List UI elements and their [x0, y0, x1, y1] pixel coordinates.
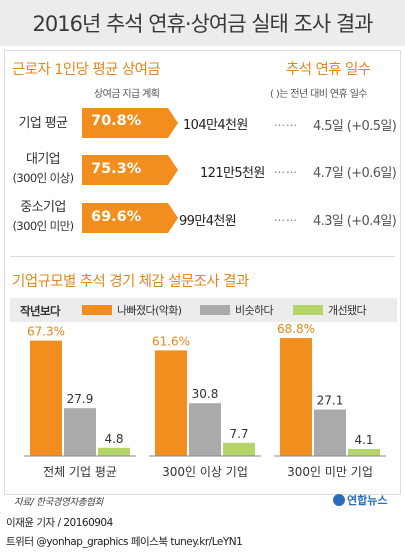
legend-swatch-similar	[200, 305, 230, 315]
percent-average: 70.8%	[91, 113, 142, 129]
bonus-average: 104만4천원	[183, 118, 248, 133]
bonus-plan-subheading: 상여금 지급 계획	[94, 89, 160, 100]
row-label-line2: (300인 이상)	[12, 171, 75, 185]
legend-swatch-better	[293, 305, 323, 315]
credit-line: 이재윤 기자 / 20160904	[6, 517, 113, 529]
survey-heading: 기업규모별 추석 경기 체감 설문조사 결과	[12, 274, 249, 290]
category-label: 300인 이상 기업	[162, 465, 248, 479]
bonus-small: 99만4천원	[179, 214, 237, 229]
bar-value-label: 67.3%	[27, 325, 65, 339]
row-label-large: 대기업 (300인 이상)	[8, 150, 78, 188]
row-label-average: 기업 평균	[8, 114, 78, 133]
row-label-line1: 기업 평균	[18, 116, 69, 131]
bar-value-label: 7.7	[229, 427, 248, 441]
source-note: 자료/ 한국경영자총협회	[14, 497, 103, 508]
yonhap-logo-text: 연합뉴스	[347, 494, 388, 507]
bar-2-1	[64, 408, 96, 456]
dots-average: ……	[274, 116, 298, 129]
bar-value-label: 61.6%	[152, 334, 190, 348]
holiday-note: ( )는 전년 대비 연휴 일수	[270, 89, 368, 100]
days-average: 4.5일 (+0.5일)	[313, 119, 397, 134]
percent-large: 75.3%	[91, 161, 142, 177]
percent-small: 69.6%	[91, 209, 142, 225]
legend-title: 작년보다	[20, 304, 61, 318]
bar-3-2	[223, 442, 255, 456]
title-bar: 2016년 추석 연휴·상여금 실태 조사 결과	[0, 0, 405, 46]
bonus-arrow-average	[82, 108, 182, 138]
category-label: 300인 미만 기업	[287, 465, 373, 479]
legend-swatch-worse	[82, 305, 112, 315]
legend-label-worse: 나빠졌다(악화)	[117, 304, 182, 317]
row-label-line1: 대기업	[25, 152, 61, 167]
bar-1-2	[155, 350, 187, 456]
bar-value-label: 68.8%	[277, 322, 315, 336]
bar-1-1	[30, 340, 62, 456]
bar-3-1	[98, 447, 130, 456]
holiday-heading: 추석 연휴 일수	[286, 62, 371, 78]
social-line: 트위터 @yonhap_graphics 페이스북 tuney.kr/LeYN1	[6, 536, 243, 548]
bar-value-label: 4.8	[104, 432, 123, 446]
row-label-line2: (300인 미만)	[12, 219, 75, 233]
bar-value-label: 27.9	[67, 392, 94, 406]
legend-label-better: 개선됐다	[328, 304, 367, 317]
arrow-shape	[82, 203, 178, 233]
bar-value-label: 4.1	[354, 433, 373, 447]
bonus-large: 121만5천원	[200, 166, 265, 181]
yonhap-logo-icon	[333, 494, 345, 506]
category-label: 전체 기업 평균	[43, 465, 117, 479]
page-title: 2016년 추석 연휴·상여금 실태 조사 결과	[32, 12, 374, 36]
bar-value-label: 30.8	[192, 387, 219, 401]
bar-2-2	[189, 403, 221, 456]
legend-label-similar: 비슷하다	[235, 304, 274, 317]
bar-3-3	[348, 448, 380, 456]
row-label-line1: 중소기업	[20, 200, 66, 215]
bonus-arrow-small	[82, 203, 182, 233]
arrow-shape	[82, 108, 178, 138]
content-frame	[4, 50, 401, 495]
days-large: 4.7일 (+0.6일)	[313, 166, 397, 181]
dots-small: ……	[274, 211, 298, 224]
bar-2-3	[314, 409, 346, 456]
bar-value-label: 27.1	[317, 394, 344, 408]
dots-large: ……	[274, 163, 298, 176]
bonus-arrow-large	[82, 155, 182, 185]
row-label-small: 중소기업 (300인 미만)	[8, 198, 78, 236]
yonhap-logo: 연합뉴스	[333, 492, 387, 508]
arrow-shape	[82, 155, 178, 185]
bar-1-3	[280, 338, 312, 456]
bonus-heading: 근로자 1인당 평균 상여금	[12, 62, 161, 78]
days-small: 4.3일 (+0.4일)	[313, 214, 397, 229]
section-divider	[10, 256, 395, 257]
